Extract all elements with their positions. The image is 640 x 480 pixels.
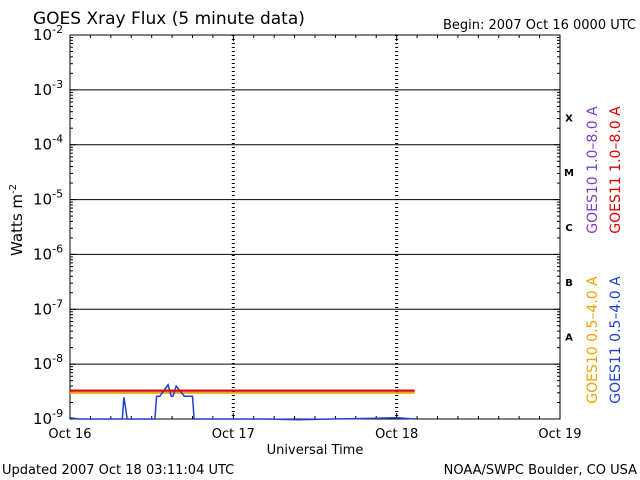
y-tick-base: 10 [33, 245, 52, 263]
flare-class-x: X [565, 113, 573, 124]
y-tick-label: 10-5 [33, 188, 63, 209]
series-lines [69, 383, 415, 421]
y-axis-label: Watts m-2 [8, 184, 26, 256]
legend-entry: GOES11 0.5–4.0 A [608, 276, 624, 404]
y-tick-exponent: -6 [52, 242, 63, 255]
x-tick-label: Oct 18 [375, 427, 418, 442]
y-tick-base: 10 [33, 355, 52, 373]
y-tick-base: 10 [33, 191, 52, 209]
flare-class-b: B [565, 278, 573, 289]
y-axis-label-text: Watts m [8, 194, 26, 256]
x-axis-ticks: Oct 16 Oct 17 Oct 18 Oct 19 [48, 35, 582, 442]
y-axis-ticks: 10-210-310-410-510-610-710-810-9 [33, 23, 560, 428]
gridlines [70, 35, 560, 419]
flare-class-m: M [564, 168, 574, 179]
y-tick-exponent: -9 [52, 407, 63, 420]
y-tick-base: 10 [33, 410, 52, 428]
flare-class-labels: X M C B A [564, 113, 574, 343]
y-tick-label: 10-9 [33, 407, 63, 428]
x-tick-label: Oct 16 [48, 427, 91, 442]
x-tick-label: Oct 19 [538, 427, 581, 442]
y-tick-label: 10-7 [33, 297, 63, 318]
legend-entry: GOES11 1.0–8.0 A [608, 106, 624, 234]
y-tick-exponent: -4 [52, 133, 63, 146]
credit-label: NOAA/SWPC Boulder, CO USA [444, 463, 637, 478]
plot-area [69, 34, 561, 420]
y-tick-exponent: -7 [52, 297, 63, 310]
updated-timestamp: Updated 2007 Oct 18 03:11:04 UTC [2, 463, 234, 478]
y-tick-label: 10-3 [33, 78, 63, 99]
x-axis-label: Universal Time [267, 443, 364, 458]
y-tick-exponent: -3 [52, 78, 63, 91]
y-tick-exponent: -5 [52, 188, 63, 201]
y-tick-base: 10 [33, 300, 52, 318]
y-tick-base: 10 [33, 26, 52, 44]
y-axis-label-exponent: -2 [8, 184, 19, 194]
y-tick-label: 10-4 [33, 133, 63, 154]
x-tick-label: Oct 17 [212, 427, 255, 442]
plot-border [69, 34, 561, 420]
legend-entry: GOES10 1.0–8.0 A [585, 106, 601, 234]
begin-label: Begin: 2007 Oct 16 0000 UTC [443, 18, 636, 33]
legend: GOES10 1.0–8.0 A GOES11 1.0–8.0 A GOES10 0… [585, 106, 624, 404]
chart-title: GOES Xray Flux (5 minute data) [33, 9, 305, 29]
legend-entry: GOES10 0.5–4.0 A [585, 276, 601, 404]
y-tick-label: 10-2 [33, 23, 63, 44]
flare-class-c: C [565, 223, 572, 234]
y-tick-base: 10 [33, 81, 52, 99]
y-tick-exponent: -8 [52, 352, 63, 365]
y-tick-label: 10-6 [33, 242, 63, 263]
y-tick-label: 10-8 [33, 352, 63, 373]
y-tick-base: 10 [33, 136, 52, 154]
flare-class-a: A [565, 333, 573, 344]
y-tick-exponent: -2 [52, 23, 63, 36]
